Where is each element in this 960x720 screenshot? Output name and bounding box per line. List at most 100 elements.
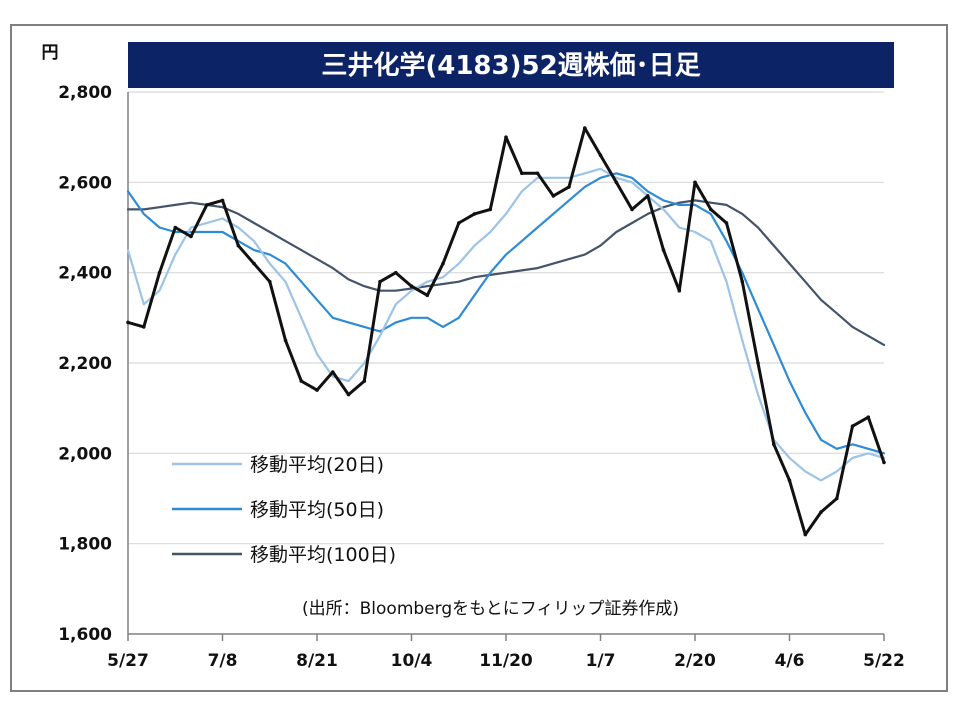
ma-point — [300, 317, 303, 319]
ma-point — [379, 330, 381, 333]
ma-point — [568, 258, 570, 260]
ma-point — [851, 457, 854, 459]
price-point — [819, 510, 823, 514]
ma-point — [269, 231, 271, 233]
ma-point — [489, 271, 492, 274]
ma-point — [552, 177, 555, 179]
ma-point — [363, 326, 366, 328]
ma-point — [426, 280, 429, 283]
ma-point — [662, 206, 665, 208]
y-tick-label: 2,000 — [58, 444, 112, 464]
price-point — [709, 207, 713, 212]
price-point — [315, 388, 319, 392]
ma-point — [332, 267, 334, 269]
x-tick-label: 2/20 — [674, 651, 716, 671]
ma-point — [206, 222, 208, 224]
ma-point — [237, 213, 240, 215]
ma-point — [143, 213, 145, 215]
ma-point — [662, 199, 665, 202]
legend-label: 移動平均(20日) — [250, 454, 384, 476]
ma-point — [300, 249, 303, 251]
ma-point — [395, 289, 397, 292]
price-point — [346, 392, 351, 397]
price-point — [378, 279, 382, 284]
price-point — [173, 225, 178, 230]
legend-label: 移動平均(100日) — [250, 544, 396, 566]
price-point — [850, 424, 855, 429]
ma-point — [190, 226, 192, 229]
price-point — [220, 198, 225, 203]
ma-point — [395, 303, 397, 306]
price-point — [756, 361, 760, 365]
ma-point — [379, 335, 381, 337]
ma-point — [662, 208, 665, 211]
ma-point — [725, 240, 728, 242]
ma-point — [584, 186, 586, 188]
ma-point — [647, 213, 649, 215]
ma-point — [426, 317, 429, 319]
ma-point — [143, 303, 145, 306]
price-point — [157, 270, 162, 275]
x-tick-label: 4/6 — [775, 651, 805, 671]
ma-point — [536, 226, 539, 229]
ma-point — [505, 271, 507, 274]
price-point — [866, 415, 871, 420]
legend: 移動平均(20日) 移動平均(50日) 移動平均(100日) — [172, 454, 396, 566]
chart-frame: 三井化学(4183)52週株価･日足 円 1,600 1,800 2,000 2,20… — [10, 24, 948, 692]
ma-point — [820, 299, 822, 301]
price-point — [252, 261, 256, 266]
ma-point — [458, 317, 460, 319]
ma-point — [316, 353, 318, 355]
ma-point — [284, 280, 287, 283]
ma-point — [426, 285, 429, 288]
ma-point — [395, 321, 397, 324]
x-tick-label: 5/22 — [863, 651, 905, 671]
x-tick-label: 5/27 — [107, 651, 149, 671]
ma-point — [284, 240, 287, 242]
ma-point — [347, 380, 350, 382]
x-tick-label: 10/4 — [391, 651, 433, 671]
price-point — [551, 194, 556, 198]
ma-point — [174, 253, 177, 256]
ma-point — [804, 280, 807, 283]
price-point — [740, 279, 745, 284]
y-tick-label: 2,400 — [58, 264, 112, 284]
ma-point — [127, 208, 129, 211]
price-point — [488, 207, 493, 212]
x-tick-label: 7/8 — [208, 651, 238, 671]
ma-point — [678, 201, 681, 204]
price-point — [457, 221, 461, 225]
ma-point — [206, 231, 208, 233]
chart-svg: 三井化学(4183)52週株価･日足 円 1,600 1,800 2,000 2,20… — [42, 42, 905, 671]
price-point — [189, 234, 193, 239]
legend-label: 移動平均(50日) — [250, 499, 384, 521]
ma-point — [647, 190, 649, 193]
ma-point — [725, 204, 728, 206]
ma-point — [678, 226, 681, 229]
price-point — [614, 180, 619, 185]
ma-point — [741, 339, 744, 342]
ma-point — [473, 294, 476, 297]
price-point — [520, 171, 524, 176]
ma-point — [773, 244, 775, 247]
ma-point — [741, 271, 744, 274]
ma-point — [536, 177, 539, 179]
ma-point — [851, 443, 854, 446]
source-note: (出所：Bloombergをもとにフィリップ証券作成) — [302, 599, 679, 619]
price-point — [661, 248, 666, 252]
price-point — [677, 288, 682, 293]
ma-point — [410, 289, 413, 292]
price-point — [693, 180, 697, 185]
ma-point — [300, 280, 303, 283]
price-point — [803, 532, 808, 537]
ma-point — [221, 231, 224, 233]
ma-point — [174, 204, 177, 206]
ma-point — [237, 226, 240, 229]
y-tick-label: 1,800 — [58, 535, 112, 555]
ma-point — [253, 240, 255, 242]
ma-point — [599, 168, 602, 170]
ma-point — [442, 276, 444, 278]
ma-point — [694, 199, 696, 202]
price-point — [882, 460, 886, 465]
price-point — [583, 126, 587, 130]
